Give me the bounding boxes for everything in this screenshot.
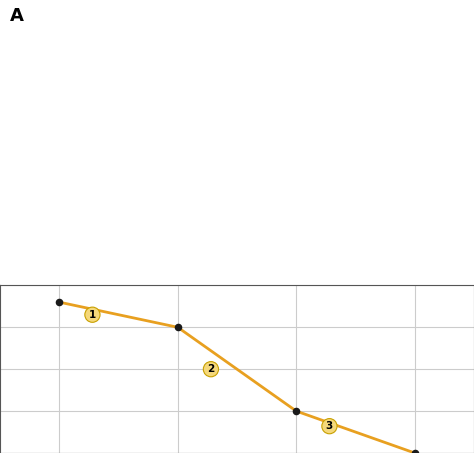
Text: 1: 1 (89, 310, 96, 320)
Point (411, 449, 419, 453)
Point (292, 407, 300, 414)
Point (174, 323, 182, 331)
Point (55, 299, 63, 306)
Text: 3: 3 (326, 421, 333, 431)
Text: A: A (9, 7, 23, 25)
Text: 2: 2 (207, 364, 215, 374)
